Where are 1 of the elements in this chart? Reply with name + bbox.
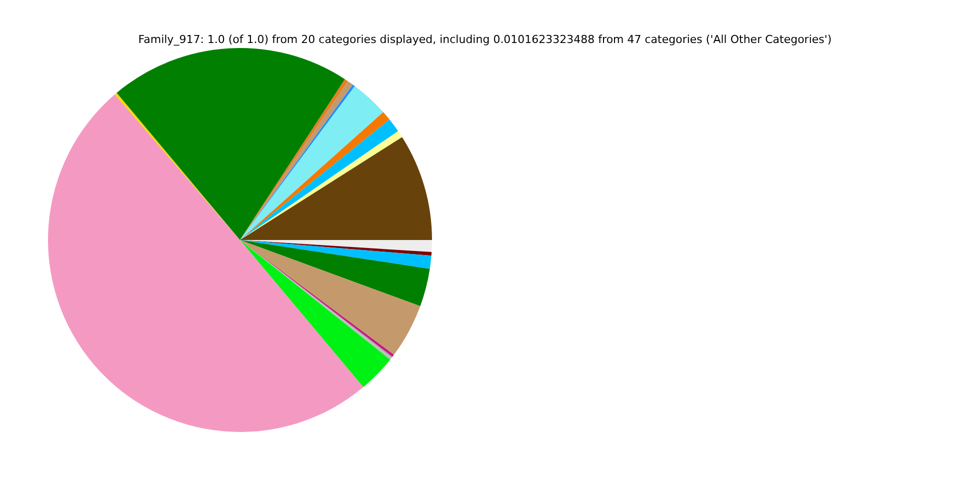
text: Family_917: 1.0 (of 1.0) from 20 categories displayed, including 0.0101623323488 from 47 categories ('All Other Categories') bbox=[138, 32, 832, 46]
